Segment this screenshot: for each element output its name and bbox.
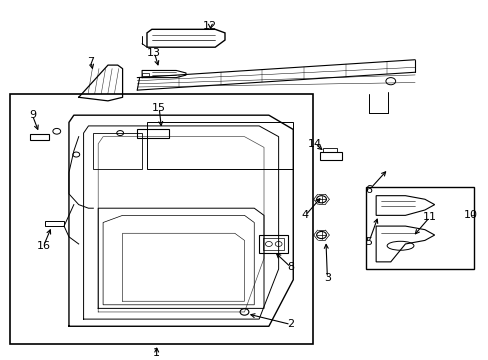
Bar — [320, 152, 341, 160]
Text: 5: 5 — [365, 237, 371, 247]
Text: 11: 11 — [422, 212, 436, 222]
Bar — [263, 238, 284, 251]
Bar — [137, 130, 168, 139]
Bar — [322, 148, 336, 152]
Bar — [366, 187, 473, 269]
Text: 8: 8 — [286, 262, 294, 272]
Text: 12: 12 — [203, 21, 217, 31]
Bar — [30, 134, 49, 140]
Bar — [10, 94, 312, 344]
Text: 16: 16 — [37, 241, 50, 251]
Text: 7: 7 — [87, 57, 94, 67]
Bar — [142, 73, 149, 76]
Text: 9: 9 — [29, 110, 36, 120]
Text: 15: 15 — [152, 103, 166, 113]
Text: 1: 1 — [153, 348, 160, 358]
Text: 3: 3 — [323, 273, 330, 283]
Bar — [44, 221, 64, 226]
Bar — [147, 122, 293, 169]
Text: 13: 13 — [147, 48, 161, 58]
Bar — [93, 133, 142, 169]
Text: 6: 6 — [365, 185, 371, 195]
Text: 4: 4 — [301, 210, 308, 220]
Text: 14: 14 — [307, 139, 322, 149]
Text: 10: 10 — [463, 210, 477, 220]
Bar — [259, 235, 288, 253]
Text: 2: 2 — [286, 319, 294, 329]
